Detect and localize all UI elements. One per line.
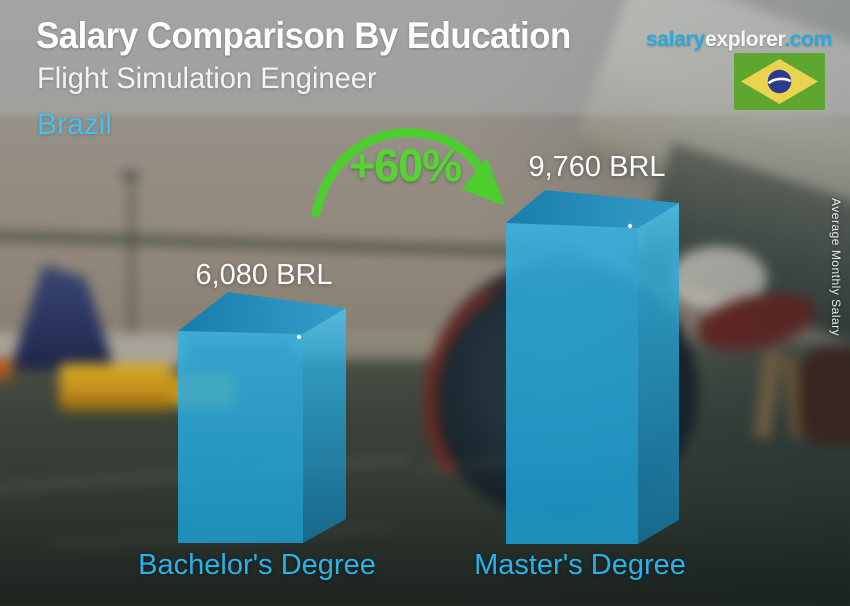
brand-logo[interactable]: salaryexplorer.com [646, 28, 832, 52]
brazil-flag-icon [734, 53, 825, 110]
bar-masters [506, 190, 679, 544]
increase-percent-label: +60% [348, 140, 462, 191]
brand-com[interactable]: .com [784, 28, 833, 51]
bg-lamp-head [120, 171, 141, 180]
brazil-flag-svg [734, 53, 825, 110]
job-title: Flight Simulation Engineer [37, 62, 377, 95]
bar-highlight-dot [627, 223, 633, 229]
bg-landing-gear-shadow [798, 347, 850, 446]
category-label-bachelors: Bachelor's Degree [138, 549, 376, 581]
category-label-masters: Master's Degree [474, 549, 686, 581]
y-axis-label: Average Monthly Salary [829, 198, 843, 337]
bar-bachelors-side-face [303, 308, 346, 543]
bar-bachelors-top-face [178, 292, 346, 334]
growth-arrow-head [462, 158, 505, 206]
header-shade-band [0, 0, 850, 120]
brand-explorer[interactable]: explorer [704, 28, 785, 51]
bg-yellow-truck [59, 363, 171, 412]
bar-masters-side-face [638, 203, 679, 544]
bg-lamp-pole [129, 178, 134, 335]
country-name: Brazil [37, 108, 113, 141]
brand-salary[interactable]: salary [646, 28, 705, 51]
bar-bachelors-front-face [178, 331, 303, 543]
page-title: Salary Comparison By Education [36, 15, 571, 56]
growth-arrow-arc [311, 128, 487, 218]
flag-blue-globe [767, 69, 792, 94]
bar-masters-front-face [506, 223, 638, 544]
bar-highlight-dot [296, 334, 302, 340]
value-label-masters: 9,760 BRL [528, 151, 666, 183]
bar-masters-top-face [506, 190, 679, 228]
bar-bachelors [178, 292, 346, 543]
bg-service-vehicle [0, 357, 15, 381]
value-label-bachelors: 6,080 BRL [195, 259, 333, 291]
growth-arrow [311, 128, 505, 218]
flag-white-band [767, 77, 792, 85]
